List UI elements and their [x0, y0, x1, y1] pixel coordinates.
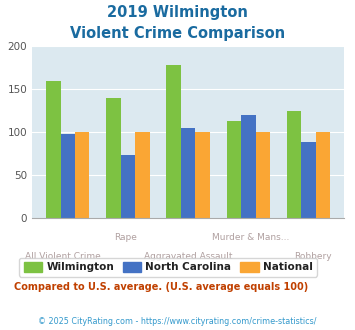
Bar — [241, 115, 256, 218]
Legend: Wilmington, North Carolina, National: Wilmington, North Carolina, National — [20, 258, 317, 277]
Text: Aggravated Assault: Aggravated Assault — [144, 252, 233, 261]
Bar — [195, 132, 210, 218]
Bar — [226, 121, 241, 218]
Bar — [181, 128, 195, 218]
Text: © 2025 CityRating.com - https://www.cityrating.com/crime-statistics/: © 2025 CityRating.com - https://www.city… — [38, 317, 317, 326]
Bar — [106, 98, 121, 218]
Bar — [46, 81, 61, 218]
Bar — [166, 65, 181, 218]
Text: Violent Crime Comparison: Violent Crime Comparison — [70, 26, 285, 41]
Text: Compared to U.S. average. (U.S. average equals 100): Compared to U.S. average. (U.S. average … — [14, 282, 308, 292]
Bar — [301, 142, 316, 218]
Bar — [287, 111, 301, 218]
Text: Rape: Rape — [114, 233, 137, 242]
Bar — [316, 132, 330, 218]
Bar — [256, 132, 270, 218]
Text: All Violent Crime: All Violent Crime — [25, 252, 101, 261]
Text: 2019 Wilmington: 2019 Wilmington — [107, 5, 248, 20]
Text: Robbery: Robbery — [294, 252, 332, 261]
Text: Murder & Mans...: Murder & Mans... — [212, 233, 289, 242]
Bar — [121, 155, 135, 218]
Bar — [135, 132, 150, 218]
Bar — [75, 132, 89, 218]
Bar — [61, 134, 75, 218]
